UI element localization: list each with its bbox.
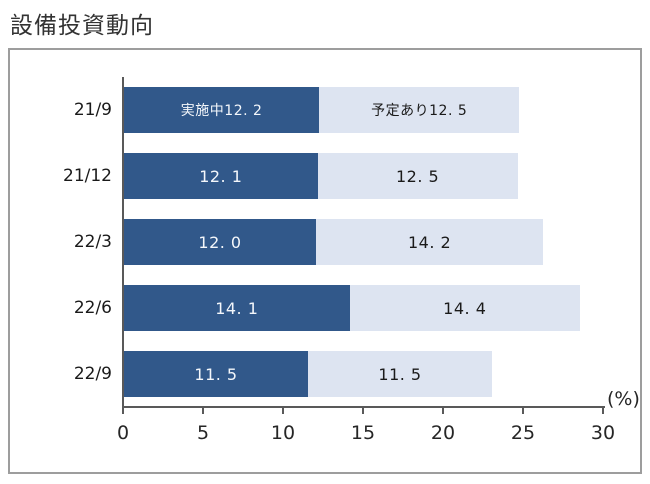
- chart-frame: [8, 48, 642, 474]
- chart-title: 設備投資動向: [10, 13, 154, 39]
